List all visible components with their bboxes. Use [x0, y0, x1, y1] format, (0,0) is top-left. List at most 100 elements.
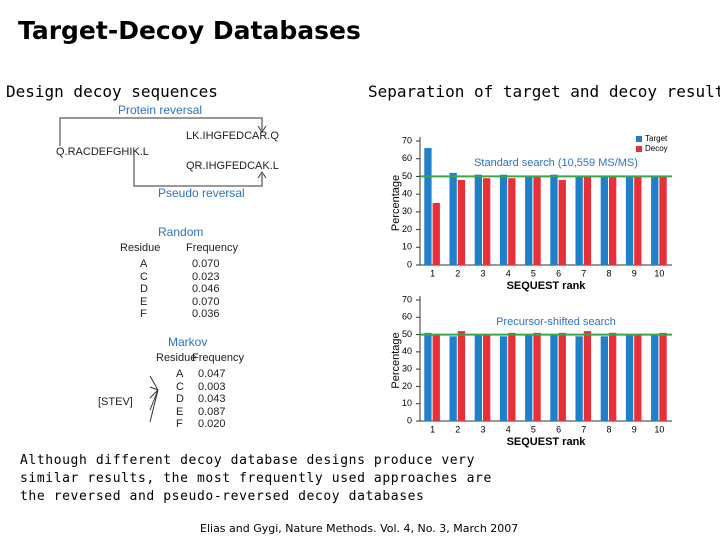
y-axis-label: Percentage — [390, 175, 402, 231]
bar — [457, 179, 466, 265]
bar — [600, 176, 608, 265]
label: Random — [158, 225, 204, 239]
bar — [525, 334, 533, 421]
bar — [424, 332, 432, 421]
table-cell: 0.023 — [192, 270, 220, 283]
bar — [558, 179, 566, 265]
legend-label: Decoy — [645, 144, 668, 153]
diagram-arrows — [59, 117, 267, 423]
x-tick-label: 5 — [531, 424, 536, 434]
bar — [558, 332, 566, 421]
label: Markov — [168, 335, 208, 349]
table-cell: F — [140, 308, 147, 320]
y-tick-label: 40 — [402, 189, 412, 199]
bar — [508, 178, 516, 265]
bar — [432, 334, 440, 421]
table-cell: 0.070 — [192, 258, 220, 270]
bar — [625, 176, 634, 265]
x-tick-label: 9 — [632, 268, 637, 278]
y-tick-label: 0 — [407, 259, 412, 269]
table-header: Residue — [120, 242, 161, 254]
y-tick-label: 20 — [402, 381, 412, 391]
x-tick-label: 2 — [455, 424, 460, 434]
bar — [609, 332, 617, 421]
table-cell: 0.020 — [198, 418, 226, 430]
x-tick-label: 6 — [556, 268, 561, 278]
x-tick-label: 4 — [506, 268, 511, 278]
y-tick-label: 40 — [402, 346, 412, 356]
legend-swatch — [636, 146, 642, 152]
slide-title: Target-Decoy Databases — [18, 16, 361, 45]
left-heading: Design decoy sequences — [6, 82, 218, 101]
y-tick-label: 30 — [402, 364, 412, 374]
table-cell: E — [176, 405, 184, 418]
x-tick-label: 2 — [455, 268, 460, 278]
bar — [474, 174, 482, 265]
context: [STEV] — [98, 396, 133, 408]
bar — [525, 176, 533, 265]
x-tick-label: 5 — [531, 268, 536, 278]
bar — [659, 176, 667, 265]
x-tick-label: 1 — [430, 424, 435, 434]
table-header: Frequency — [192, 352, 244, 364]
y-tick-label: 20 — [402, 224, 412, 234]
table-cell: A — [176, 368, 184, 380]
table-cell: 0.047 — [198, 368, 226, 380]
table-cell: 0.043 — [198, 393, 226, 405]
bar — [483, 178, 491, 265]
bar — [550, 334, 558, 421]
x-axis-label: SEQUEST rank — [507, 436, 587, 448]
y-tick-label: 0 — [407, 415, 412, 425]
bar — [424, 148, 432, 265]
label: Protein reversal — [118, 103, 203, 117]
label: Pseudo reversal — [158, 186, 245, 200]
table-cell: 0.003 — [198, 380, 226, 393]
y-axis-label: Percentage — [390, 332, 402, 388]
bar — [499, 336, 508, 421]
sequence: QR.IHGFEDCAK.L — [186, 160, 279, 172]
x-tick-label: 3 — [480, 268, 485, 278]
table-cell: E — [140, 295, 148, 308]
bar — [483, 334, 491, 421]
citation: Elias and Gygi, Nature Methods. Vol. 4, … — [200, 522, 519, 535]
table-cell: 0.036 — [192, 308, 220, 320]
y-tick-label: 60 — [402, 312, 412, 322]
y-tick-label: 10 — [402, 398, 412, 408]
right-heading: Separation of target and decoy results — [368, 82, 720, 101]
y-tick-label: 70 — [402, 135, 412, 145]
x-tick-label: 6 — [556, 424, 561, 434]
table-cell: C — [176, 380, 184, 393]
y-tick-label: 70 — [402, 294, 412, 304]
table-header: Residue — [156, 352, 197, 364]
legend-swatch — [636, 136, 642, 142]
bar — [583, 331, 592, 421]
x-tick-label: 8 — [606, 424, 611, 434]
bar — [634, 334, 642, 421]
x-tick-label: 1 — [430, 268, 435, 278]
bar — [659, 332, 667, 421]
chart-title: Precursor-shifted search — [496, 316, 616, 328]
bar — [474, 334, 482, 421]
table-cell: 0.070 — [192, 295, 220, 308]
bar — [575, 176, 583, 265]
sequence: LK.IHGFEDCAR.Q — [186, 130, 279, 142]
caption: Although different decoy database design… — [20, 453, 492, 504]
bar — [625, 334, 634, 421]
sequence: Q.RACDEFGHIK.L — [56, 146, 149, 158]
x-tick-label: 4 — [506, 424, 511, 434]
bar — [609, 176, 617, 265]
table-header: Frequency — [186, 242, 238, 254]
bar — [550, 174, 558, 265]
bar — [634, 176, 642, 265]
bar — [651, 176, 659, 265]
x-axis-label: SEQUEST rank — [507, 280, 587, 292]
table-cell: 0.046 — [192, 283, 220, 295]
bar — [449, 336, 457, 421]
table-cell: F — [176, 418, 183, 430]
x-tick-label: 10 — [654, 424, 664, 434]
x-tick-label: 7 — [581, 268, 586, 278]
table-cell: 0.087 — [198, 405, 226, 418]
bar — [651, 334, 659, 421]
y-tick-label: 50 — [402, 171, 412, 181]
